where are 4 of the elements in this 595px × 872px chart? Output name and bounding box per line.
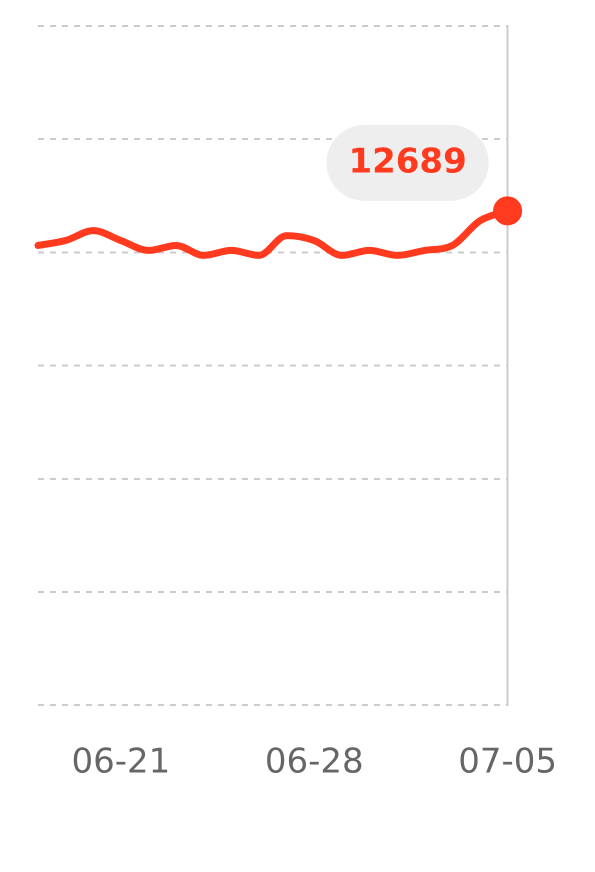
- x-tick-label: 06-21: [71, 741, 170, 782]
- annotation: 12689: [348, 142, 467, 182]
- x-tick-label: 06-28: [264, 741, 364, 782]
- x-tick-label: 07-05: [458, 741, 557, 782]
